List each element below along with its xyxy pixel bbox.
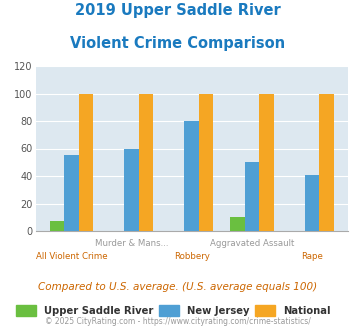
- Text: Robbery: Robbery: [174, 252, 210, 261]
- Text: Rape: Rape: [301, 252, 323, 261]
- Bar: [78, 93, 93, 231]
- Bar: [199, 93, 213, 231]
- Bar: [245, 162, 259, 231]
- Bar: [50, 221, 64, 231]
- Text: All Violent Crime: All Violent Crime: [36, 252, 107, 261]
- Bar: [124, 148, 139, 231]
- Bar: [139, 93, 153, 231]
- Bar: [185, 121, 199, 231]
- Text: © 2025 CityRating.com - https://www.cityrating.com/crime-statistics/: © 2025 CityRating.com - https://www.city…: [45, 317, 310, 326]
- Text: 2019 Upper Saddle River: 2019 Upper Saddle River: [75, 3, 280, 18]
- Bar: [305, 175, 319, 231]
- Text: Compared to U.S. average. (U.S. average equals 100): Compared to U.S. average. (U.S. average …: [38, 282, 317, 292]
- Bar: [230, 217, 245, 231]
- Text: Violent Crime Comparison: Violent Crime Comparison: [70, 36, 285, 51]
- Legend: Upper Saddle River, New Jersey, National: Upper Saddle River, New Jersey, National: [16, 305, 331, 316]
- Text: Murder & Mans...: Murder & Mans...: [95, 239, 168, 248]
- Bar: [319, 93, 334, 231]
- Bar: [259, 93, 274, 231]
- Bar: [64, 155, 78, 231]
- Text: Aggravated Assault: Aggravated Assault: [210, 239, 294, 248]
